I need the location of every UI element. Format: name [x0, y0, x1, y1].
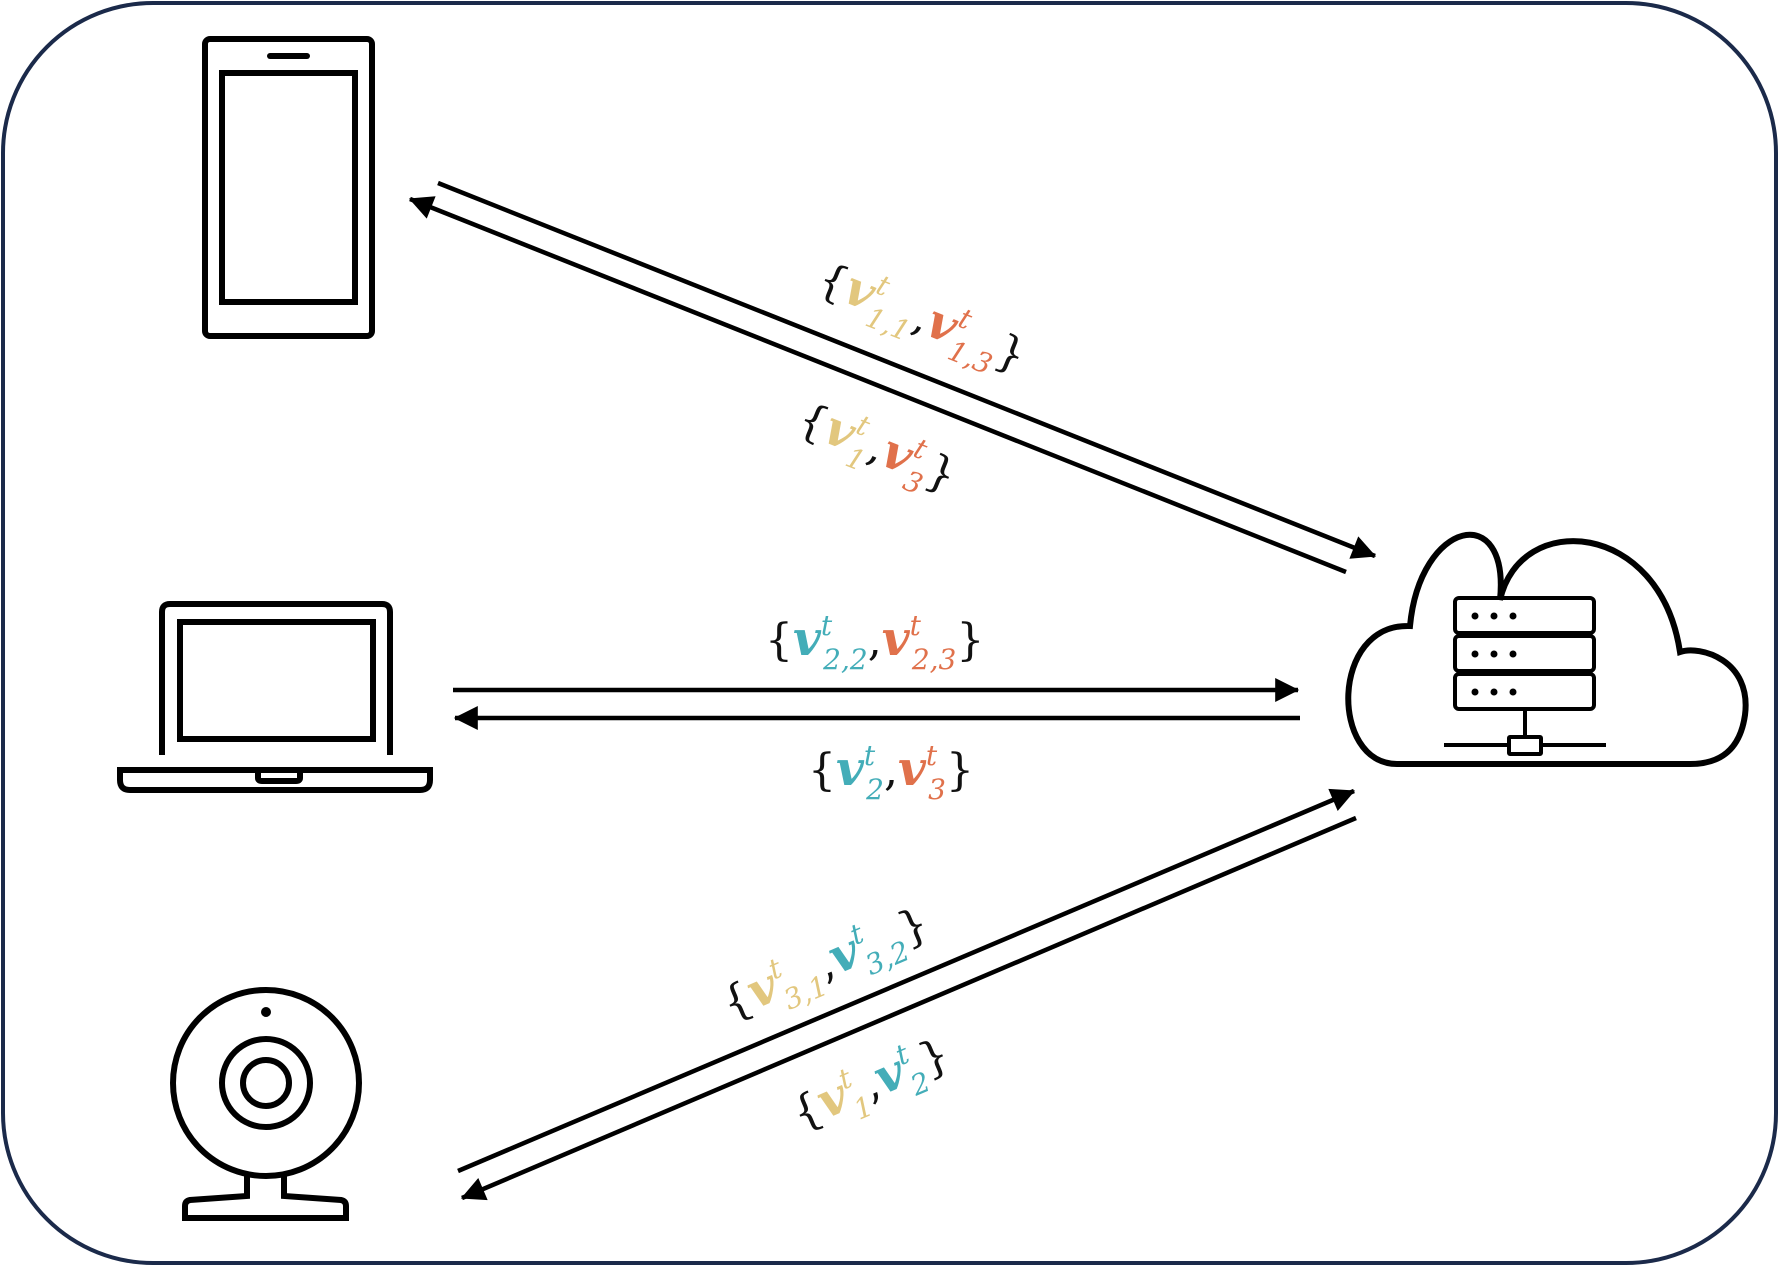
label-part: } [956, 615, 984, 666]
laptop-icon [117, 601, 433, 793]
label-part: t [926, 739, 938, 772]
label-part: } [988, 325, 1033, 383]
label-part: t [864, 739, 876, 772]
label-part: , [884, 745, 898, 796]
label-part: 2 [865, 773, 884, 806]
label-text: {vt 2,vt 3} [808, 739, 974, 806]
label-part: 2,2 [822, 643, 868, 676]
label-part: t [910, 609, 922, 642]
label-laptop-up: {vt 2,2,vt 2,3} [765, 609, 984, 676]
label-part: 3 [928, 773, 946, 806]
label-part: t [821, 609, 833, 642]
label-part: v [793, 611, 822, 667]
webcam-icon [170, 987, 362, 1221]
label-text: {vt1,vt2} [782, 1023, 961, 1150]
label-text: {vt 2,2,vt 2,3} [765, 609, 984, 676]
arrow-server-to-webcam [460, 815, 1357, 1201]
arrow-webcam-to-server [457, 788, 1356, 1174]
label-part: v [898, 741, 927, 797]
label-webcam-up: {vt3,1,vt3,2} [712, 892, 940, 1039]
label-part: v [882, 611, 911, 667]
label-part: } [946, 745, 974, 796]
label-part: v [836, 741, 865, 797]
label-part: 1,1 [861, 301, 915, 348]
smartphone-icon [202, 36, 375, 339]
arrow-phone-to-server [437, 180, 1377, 559]
label-webcam-down: {vt1,vt2} [782, 1023, 961, 1150]
label-text: {vt1,vt3} [787, 387, 966, 511]
label-part: 1,3 [943, 334, 997, 381]
vector-labels: {vt1,1,vt1,3}{vt1,vt3}{vt 2,2,vt 2,3}{vt 2,… [712, 253, 1033, 1150]
label-part: { [808, 745, 836, 796]
label-part: , [868, 615, 882, 666]
cloud-server-icon [1345, 531, 1749, 767]
label-part: 2,3 [911, 643, 957, 676]
label-text: {vt3,1,vt3,2} [712, 892, 940, 1039]
arrow-server-to-phone [408, 196, 1347, 575]
label-part: { [765, 615, 793, 666]
label-phone-down: {vt1,vt3} [787, 387, 966, 511]
label-part: } [919, 445, 964, 503]
label-laptop-down: {vt 2,vt 3} [808, 739, 974, 806]
